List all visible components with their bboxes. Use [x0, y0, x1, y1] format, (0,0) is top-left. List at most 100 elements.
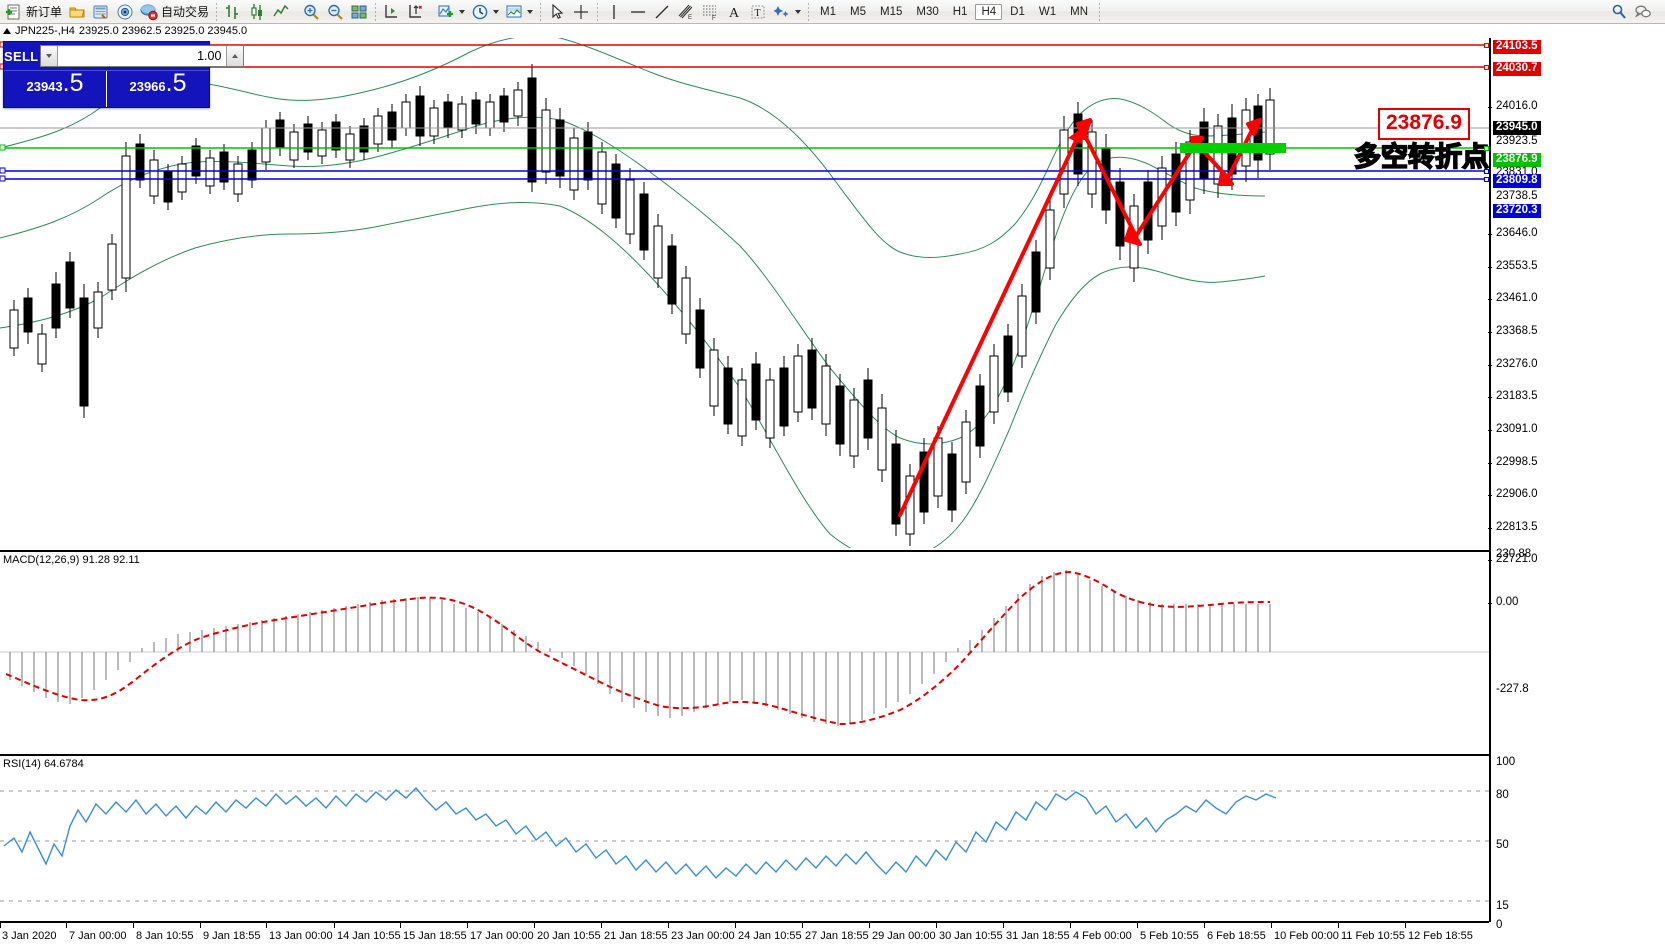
- price-tick-23091: 23091.0: [1488, 423, 1541, 437]
- price-level-label-4[interactable]: 23809.8: [1493, 174, 1541, 188]
- periods-button[interactable]: [468, 1, 502, 23]
- chevron-down-icon-3[interactable]: [527, 9, 534, 14]
- clock-icon: [471, 3, 489, 21]
- crosshair-button[interactable]: [569, 1, 593, 23]
- rsi-pane[interactable]: RSI(14) 64.6784: [0, 754, 1489, 921]
- price-annotation-box: 23876.9: [1378, 108, 1470, 140]
- fibonacci-button[interactable]: F: [698, 1, 722, 23]
- new-order-button[interactable]: 新订单: [2, 1, 65, 23]
- time-label-5: 13 Jan 00:00: [269, 930, 333, 942]
- collapse-triangle-icon[interactable]: [3, 28, 11, 34]
- timeframe-h4[interactable]: H4: [975, 3, 1003, 20]
- tile-windows-button[interactable]: [347, 1, 371, 23]
- time-label-20: 10 Feb 00:00: [1274, 930, 1339, 942]
- time-label-9: 20 Jan 10:55: [537, 930, 601, 942]
- scroll-end-button[interactable]: [380, 1, 404, 23]
- volume-input[interactable]: [58, 46, 227, 66]
- axis-handle-4[interactable]: [1484, 169, 1489, 174]
- search-button[interactable]: [1607, 1, 1631, 23]
- time-label-4: 9 Jan 18:55: [203, 930, 261, 942]
- templates-button[interactable]: [502, 1, 536, 23]
- text-label-button[interactable]: T: [746, 1, 770, 23]
- time-axis[interactable]: 3 Jan 2020 7 Jan 00:00 8 Jan 10:55 9 Jan…: [0, 921, 1489, 948]
- price-tick-23276: 23276.0: [1488, 358, 1541, 372]
- rsi-label: RSI(14) 64.6784: [3, 758, 84, 770]
- buy-button[interactable]: BUY: [246, 48, 275, 64]
- timeframe-m30[interactable]: M30: [916, 5, 939, 18]
- chat-button[interactable]: [1631, 1, 1655, 23]
- market-watch-icon: [92, 3, 110, 21]
- price-level-label-2[interactable]: 24030.7: [1493, 62, 1541, 76]
- rsi-axis-15: 15: [1496, 900, 1509, 912]
- main-toolbar: 新订单: [0, 0, 1665, 24]
- shapes-icon: [773, 3, 791, 21]
- timeframe-w1[interactable]: W1: [1038, 5, 1057, 18]
- timeframe-h1[interactable]: H1: [952, 5, 968, 18]
- one-click-trading-panel[interactable]: SELL BUY 23943 .5 23966 .5: [3, 41, 274, 108]
- chevron-down-icon-2[interactable]: [493, 9, 500, 14]
- timeframe-d1[interactable]: D1: [1010, 5, 1025, 18]
- shapes-button[interactable]: [770, 1, 804, 23]
- rsi-axis-50: 50: [1496, 839, 1509, 851]
- time-label-8: 17 Jan 00:00: [470, 930, 534, 942]
- axis-handle-1[interactable]: [1484, 43, 1489, 48]
- horizontal-line-button[interactable]: [626, 1, 650, 23]
- time-label-2: 7 Jan 00:00: [69, 930, 127, 942]
- time-label-12: 24 Jan 10:55: [738, 930, 802, 942]
- toolbar-separator-5: [808, 2, 810, 21]
- time-label-16: 31 Jan 18:55: [1006, 930, 1070, 942]
- price-divider: [106, 71, 107, 107]
- indicators-button[interactable]: [434, 1, 468, 23]
- autotrading-button[interactable]: 自动交易: [137, 1, 212, 23]
- price-chart-pane[interactable]: [0, 38, 1489, 548]
- vertical-line-button[interactable]: [602, 1, 626, 23]
- navigator-button[interactable]: [113, 1, 137, 23]
- rsi-axis-80: 80: [1496, 789, 1509, 801]
- price-tick-23461: 23461.0: [1488, 292, 1541, 306]
- chevron-down-icon[interactable]: [459, 9, 466, 14]
- time-label-15: 30 Jan 10:55: [939, 930, 1003, 942]
- buy-price[interactable]: 23966 .5: [107, 71, 209, 107]
- svg-text:T: T: [755, 8, 761, 19]
- price-level-label-5[interactable]: 23720.3: [1493, 204, 1541, 218]
- price-level-label-3[interactable]: 23876.9: [1493, 153, 1541, 167]
- rsi-svg: [0, 786, 1489, 902]
- toolbar-separator: [216, 2, 218, 21]
- cursor-button[interactable]: [545, 1, 569, 23]
- volume-stepper[interactable]: [40, 45, 245, 67]
- zoom-in-button[interactable]: [299, 1, 323, 23]
- buy-price-integer: 23966: [129, 79, 166, 94]
- axis-handle-5[interactable]: [1484, 177, 1489, 182]
- candlestick-chart-button[interactable]: [245, 1, 269, 23]
- timeframe-m15[interactable]: M15: [880, 5, 903, 18]
- timeframe-m5[interactable]: M5: [850, 5, 866, 18]
- chat-icon: [1634, 3, 1652, 21]
- bar-chart-button[interactable]: [221, 1, 245, 23]
- volume-increment-button[interactable]: [226, 46, 244, 66]
- cursor-icon: [548, 3, 566, 21]
- zoom-out-button[interactable]: [323, 1, 347, 23]
- time-label-17: 4 Feb 00:00: [1073, 930, 1132, 942]
- trendline-button[interactable]: [650, 1, 674, 23]
- axis-handle-2[interactable]: [1484, 65, 1489, 70]
- axis-handle-3[interactable]: [1484, 146, 1489, 151]
- folder-icon: [68, 3, 86, 21]
- volume-decrement-button[interactable]: [41, 46, 59, 66]
- chevron-down-icon-4[interactable]: [795, 9, 802, 14]
- shift-end-button[interactable]: [404, 1, 428, 23]
- sell-price[interactable]: 23943 .5: [4, 71, 106, 107]
- autotrading-label: 自动交易: [161, 5, 210, 19]
- price-axis[interactable]: 24103.5 24030.7 24016.0 23945.0 23923.5 …: [1488, 38, 1665, 931]
- time-label-14: 29 Jan 00:00: [872, 930, 936, 942]
- price-level-label-1[interactable]: 24103.5: [1493, 40, 1541, 54]
- timeframe-m1[interactable]: M1: [820, 5, 837, 18]
- market-watch-button[interactable]: [89, 1, 113, 23]
- text-button[interactable]: A: [722, 1, 746, 23]
- channels-button[interactable]: E: [674, 1, 698, 23]
- toolbar-separator-4: [597, 2, 599, 21]
- timeframe-mn[interactable]: MN: [1070, 5, 1088, 18]
- sell-button[interactable]: SELL: [4, 48, 39, 64]
- folder-button[interactable]: [65, 1, 89, 23]
- line-chart-button[interactable]: [269, 1, 293, 23]
- macd-pane[interactable]: MACD(12,26,9) 91.28 92.11: [0, 550, 1489, 752]
